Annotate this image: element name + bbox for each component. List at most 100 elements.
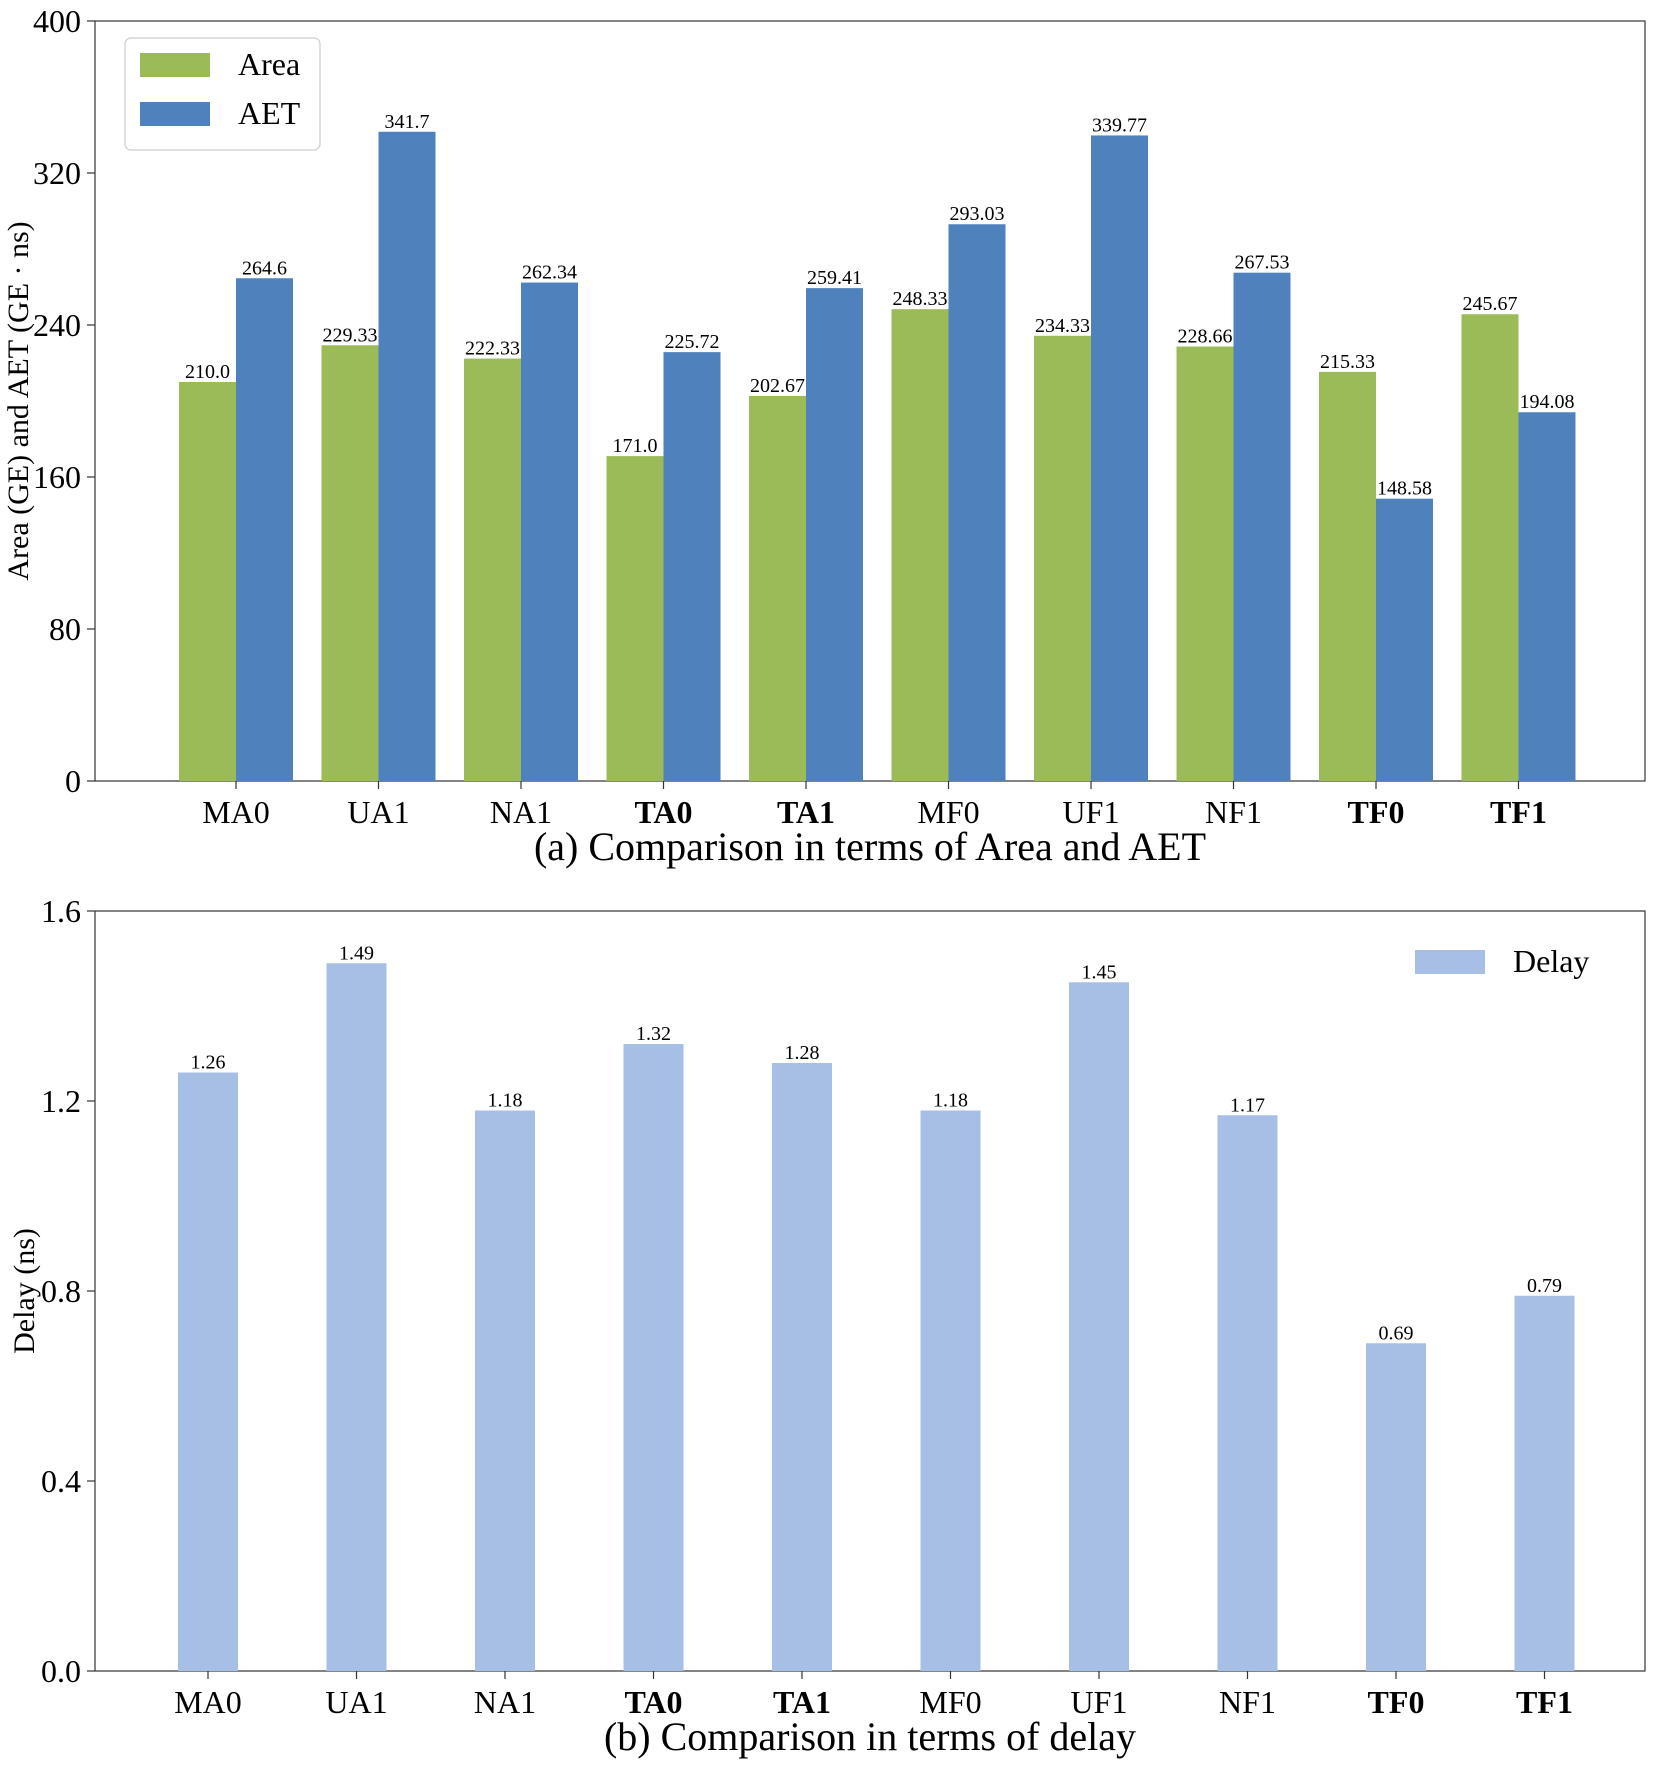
value-label-aet-tf1: 194.08 — [1520, 391, 1575, 413]
x-tick-label: MA0 — [202, 794, 270, 830]
x-tick-label: TA0 — [624, 1684, 682, 1720]
bar-area-ta1 — [749, 395, 806, 781]
x-tick-label: MA0 — [174, 1684, 242, 1720]
legend-label-delay: Delay — [1513, 943, 1589, 979]
value-label-delay-ta1: 1.28 — [785, 1042, 820, 1064]
legend-swatch-area — [140, 53, 210, 77]
x-tick-label: TF0 — [1368, 1684, 1425, 1720]
x-tick-label: TF1 — [1490, 794, 1547, 830]
bar-area-mf0 — [891, 309, 949, 781]
y-tick-label: 160 — [33, 459, 81, 495]
value-label-aet-ma0: 264.6 — [242, 257, 287, 279]
x-tick-label: TA0 — [634, 794, 692, 830]
x-tick-label: TF0 — [1348, 794, 1405, 830]
value-label-delay-ta0: 1.32 — [636, 1023, 671, 1045]
bar-delay-tf1 — [1514, 1295, 1575, 1671]
legend: Area AET — [124, 37, 321, 151]
x-tick-label: UF1 — [1063, 794, 1120, 830]
y-tick-label: 0.4 — [41, 1463, 81, 1499]
value-label-delay-tf1: 0.79 — [1527, 1275, 1562, 1297]
legend-swatch-delay — [1415, 950, 1485, 974]
bar-aet-ma0 — [236, 278, 293, 781]
y-tick-label: 0 — [65, 763, 81, 799]
value-label-area-uf1: 234.33 — [1035, 315, 1090, 337]
bar-aet-ua1 — [378, 131, 436, 781]
y-tick-label: 240 — [33, 307, 81, 343]
value-label-delay-ua1: 1.49 — [339, 942, 374, 964]
y-tick-label: 1.6 — [41, 893, 81, 929]
y-tick-label: 320 — [33, 155, 81, 191]
value-label-aet-ta0: 225.72 — [665, 331, 720, 353]
value-label-area-mf0: 248.33 — [893, 288, 948, 310]
x-tick-label: NA1 — [490, 794, 552, 830]
value-label-aet-ua1: 341.7 — [385, 111, 430, 133]
x-tick-label: TF1 — [1516, 1684, 1573, 1720]
bar-area-ta0 — [606, 456, 664, 781]
bar-area-tf0 — [1319, 371, 1376, 781]
x-tick-label: UF1 — [1071, 1684, 1128, 1720]
legend-label-area: Area — [238, 46, 300, 82]
value-label-aet-tf0: 148.58 — [1377, 478, 1432, 500]
bar-delay-na1 — [475, 1110, 535, 1671]
value-label-area-ma0: 210.0 — [185, 361, 230, 383]
bar-area-ua1 — [321, 345, 379, 781]
y-tick-label: 80 — [49, 611, 81, 647]
bar-area-uf1 — [1034, 335, 1091, 781]
bar-aet-nf1 — [1233, 272, 1291, 781]
chart-area-aet: 0 80 160 240 320 400 Area (GE) and AET (GE · n… — [2, 3, 1646, 869]
chart-caption: (a) Comparison in terms of Area and AET — [534, 824, 1206, 869]
bar-aet-ta0 — [663, 352, 721, 781]
bar-aet-na1 — [521, 282, 578, 781]
x-tick-label: MF0 — [919, 1684, 981, 1720]
bar-area-na1 — [464, 358, 521, 781]
bar-aet-ta1 — [806, 288, 863, 781]
value-label-area-tf0: 215.33 — [1320, 351, 1375, 373]
legend-swatch-aet — [140, 102, 210, 126]
bar-area-nf1 — [1176, 346, 1234, 781]
y-axis-title: Delay (ns) — [8, 1228, 41, 1354]
value-label-delay-nf1: 1.17 — [1230, 1094, 1265, 1116]
x-tick-label: NF1 — [1219, 1684, 1276, 1720]
value-label-aet-ta1: 259.41 — [807, 267, 862, 289]
value-label-delay-ma0: 1.26 — [191, 1052, 226, 1074]
bar-delay-ta0 — [623, 1044, 684, 1671]
y-axis-title: Area (GE) and AET (GE · ns) — [2, 221, 35, 580]
value-label-area-nf1: 228.66 — [1178, 326, 1233, 348]
y-tick-label: 400 — [33, 3, 81, 39]
x-tick-label: NF1 — [1205, 794, 1262, 830]
value-label-area-ta1: 202.67 — [750, 375, 805, 397]
x-tick-label: MF0 — [917, 794, 979, 830]
value-label-aet-uf1: 339.77 — [1092, 114, 1147, 136]
chart-delay: 0.0 0.4 0.8 1.2 1.6 Delay (ns) 1.26 MA0 1.49 UA1 1… — [8, 893, 1646, 1759]
value-label-aet-nf1: 267.53 — [1235, 252, 1290, 274]
bar-area-ma0 — [179, 382, 236, 781]
x-tick-label: UA1 — [347, 794, 409, 830]
chart-caption: (b) Comparison in terms of delay — [604, 1714, 1136, 1759]
bar-aet-mf0 — [948, 224, 1006, 782]
plot-frame — [94, 20, 1646, 782]
x-tick-label: UA1 — [325, 1684, 387, 1720]
bar-delay-nf1 — [1217, 1115, 1278, 1671]
value-label-delay-tf0: 0.69 — [1379, 1322, 1414, 1344]
bar-delay-ta1 — [772, 1063, 832, 1671]
value-label-area-na1: 222.33 — [465, 338, 520, 360]
bar-aet-uf1 — [1091, 135, 1148, 781]
x-tick-label: TA1 — [777, 794, 835, 830]
x-tick-label: TA1 — [773, 1684, 831, 1720]
value-label-area-ua1: 229.33 — [323, 324, 378, 346]
y-tick-label: 0.8 — [41, 1273, 81, 1309]
y-tick-label: 0.0 — [41, 1653, 81, 1689]
bar-delay-mf0 — [920, 1110, 981, 1671]
value-label-delay-na1: 1.18 — [488, 1090, 523, 1112]
bar-delay-tf0 — [1366, 1343, 1426, 1671]
value-label-area-tf1: 245.67 — [1463, 293, 1518, 315]
bar-aet-tf0 — [1376, 498, 1433, 781]
value-label-aet-mf0: 293.03 — [950, 203, 1005, 225]
bar-aet-tf1 — [1518, 412, 1576, 781]
bar-delay-ua1 — [326, 963, 387, 1671]
value-label-area-ta0: 171.0 — [613, 435, 658, 457]
value-label-delay-uf1: 1.45 — [1082, 961, 1117, 983]
bar-area-tf1 — [1461, 314, 1519, 781]
y-tick-label: 1.2 — [41, 1083, 81, 1119]
